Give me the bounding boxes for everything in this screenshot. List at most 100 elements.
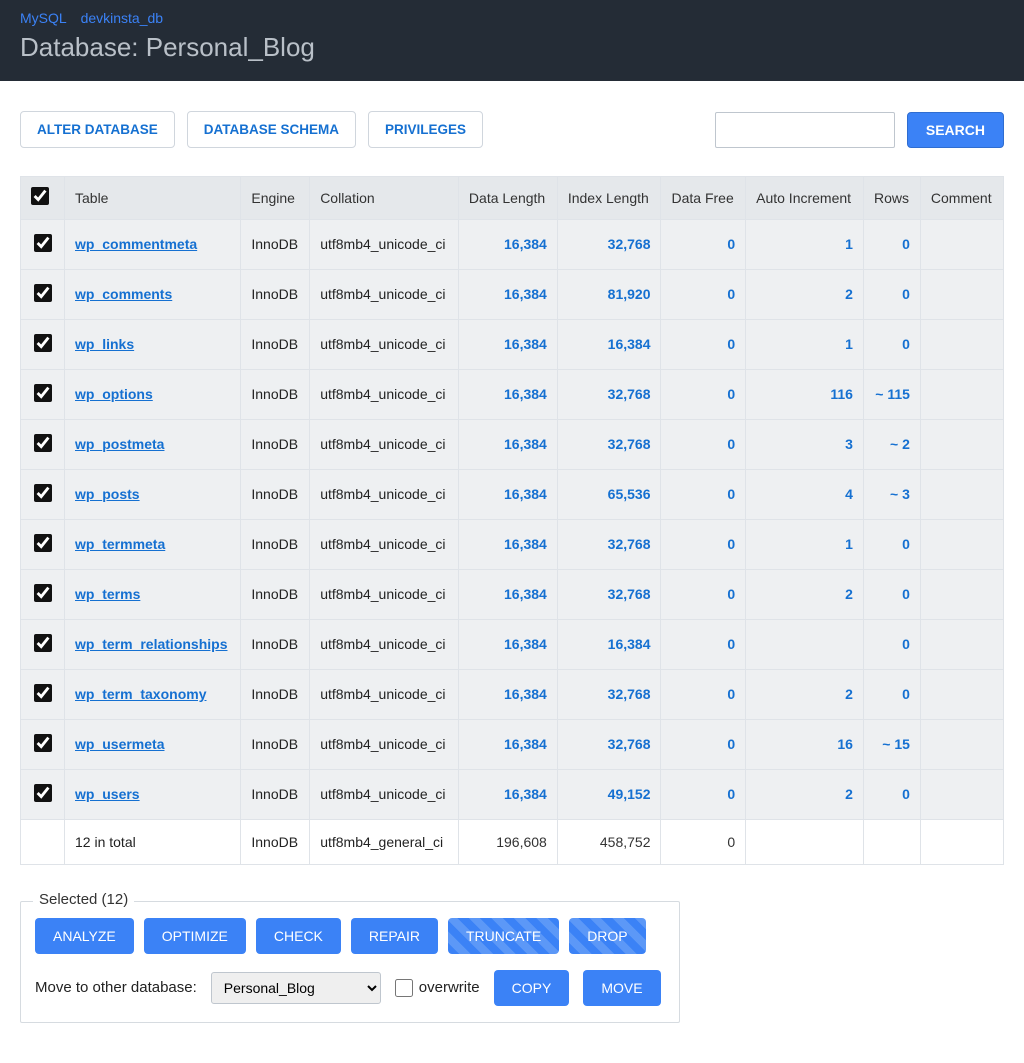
col-table[interactable]: Table [65,177,241,220]
cell-rows[interactable]: 0 [863,519,920,569]
repair-button[interactable]: Repair [351,918,438,954]
cell-auto-increment[interactable]: 1 [746,319,864,369]
cell-data-length[interactable]: 16,384 [458,269,557,319]
cell-data-length[interactable]: 16,384 [458,769,557,819]
cell-data-free[interactable]: 0 [661,519,746,569]
cell-auto-increment[interactable]: 1 [746,219,864,269]
check-button[interactable]: Check [256,918,341,954]
cell-index-length[interactable]: 32,768 [557,419,661,469]
cell-data-free[interactable]: 0 [661,569,746,619]
cell-index-length[interactable]: 32,768 [557,519,661,569]
table-name-link[interactable]: wp_links [75,336,134,352]
row-checkbox[interactable] [34,584,52,602]
cell-auto-increment[interactable] [746,619,864,669]
table-name-link[interactable]: wp_term_taxonomy [75,686,206,702]
row-checkbox[interactable] [34,684,52,702]
cell-rows[interactable]: 0 [863,769,920,819]
overwrite-option[interactable]: overwrite [395,979,480,997]
table-name-link[interactable]: wp_postmeta [75,436,164,452]
row-checkbox[interactable] [34,784,52,802]
cell-auto-increment[interactable]: 3 [746,419,864,469]
row-checkbox[interactable] [34,484,52,502]
cell-data-length[interactable]: 16,384 [458,419,557,469]
table-name-link[interactable]: wp_posts [75,486,140,502]
col-engine[interactable]: Engine [241,177,310,220]
cell-data-free[interactable]: 0 [661,269,746,319]
row-checkbox[interactable] [34,284,52,302]
row-checkbox[interactable] [34,234,52,252]
cell-data-free[interactable]: 0 [661,669,746,719]
search-input[interactable] [715,112,895,148]
cell-rows[interactable]: 0 [863,269,920,319]
table-name-link[interactable]: wp_usermeta [75,736,164,752]
cell-data-free[interactable]: 0 [661,469,746,519]
cell-index-length[interactable]: 32,768 [557,669,661,719]
col-comment[interactable]: Comment [920,177,1003,220]
cell-data-free[interactable]: 0 [661,219,746,269]
table-name-link[interactable]: wp_commentmeta [75,236,197,252]
cell-index-length[interactable]: 32,768 [557,369,661,419]
cell-data-length[interactable]: 16,384 [458,669,557,719]
cell-auto-increment[interactable]: 16 [746,719,864,769]
cell-data-length[interactable]: 16,384 [458,519,557,569]
cell-data-length[interactable]: 16,384 [458,219,557,269]
cell-rows[interactable]: 0 [863,219,920,269]
row-checkbox[interactable] [34,534,52,552]
col-auto-increment[interactable]: Auto Increment [746,177,864,220]
cell-rows[interactable]: ~ 2 [863,419,920,469]
cell-data-free[interactable]: 0 [661,369,746,419]
cell-data-free[interactable]: 0 [661,719,746,769]
move-button[interactable]: Move [583,970,660,1006]
move-target-select[interactable]: Personal_Blog [211,972,381,1004]
cell-rows[interactable]: 0 [863,669,920,719]
cell-data-length[interactable]: 16,384 [458,369,557,419]
cell-data-free[interactable]: 0 [661,769,746,819]
cell-index-length[interactable]: 32,768 [557,569,661,619]
cell-index-length[interactable]: 65,536 [557,469,661,519]
row-checkbox[interactable] [34,384,52,402]
overwrite-checkbox[interactable] [395,979,413,997]
col-index-length[interactable]: Index Length [557,177,661,220]
cell-auto-increment[interactable]: 4 [746,469,864,519]
cell-rows[interactable]: 0 [863,619,920,669]
table-name-link[interactable]: wp_comments [75,286,172,302]
row-checkbox[interactable] [34,434,52,452]
breadcrumb-connection[interactable]: devkinsta_db [81,10,164,26]
cell-rows[interactable]: ~ 115 [863,369,920,419]
cell-index-length[interactable]: 32,768 [557,219,661,269]
cell-index-length[interactable]: 49,152 [557,769,661,819]
alter-database-button[interactable]: Alter database [20,111,175,148]
cell-data-length[interactable]: 16,384 [458,569,557,619]
cell-data-length[interactable]: 16,384 [458,469,557,519]
drop-button[interactable]: Drop [569,918,645,954]
table-name-link[interactable]: wp_users [75,786,140,802]
cell-auto-increment[interactable]: 2 [746,769,864,819]
cell-rows[interactable]: ~ 3 [863,469,920,519]
search-button[interactable]: Search [907,112,1004,148]
cell-auto-increment[interactable]: 2 [746,269,864,319]
row-checkbox[interactable] [34,334,52,352]
cell-rows[interactable]: 0 [863,319,920,369]
table-name-link[interactable]: wp_termmeta [75,536,165,552]
optimize-button[interactable]: Optimize [144,918,246,954]
cell-rows[interactable]: ~ 15 [863,719,920,769]
row-checkbox[interactable] [34,634,52,652]
cell-data-free[interactable]: 0 [661,419,746,469]
cell-data-free[interactable]: 0 [661,619,746,669]
cell-index-length[interactable]: 32,768 [557,719,661,769]
cell-auto-increment[interactable]: 116 [746,369,864,419]
cell-auto-increment[interactable]: 2 [746,669,864,719]
col-collation[interactable]: Collation [310,177,459,220]
table-name-link[interactable]: wp_term_relationships [75,636,228,652]
col-rows[interactable]: Rows [863,177,920,220]
analyze-button[interactable]: Analyze [35,918,134,954]
copy-button[interactable]: Copy [494,970,570,1006]
breadcrumb-driver[interactable]: MySQL [20,10,67,26]
database-schema-button[interactable]: Database schema [187,111,356,148]
cell-index-length[interactable]: 16,384 [557,619,661,669]
select-all-checkbox[interactable] [31,187,49,205]
cell-rows[interactable]: 0 [863,569,920,619]
cell-auto-increment[interactable]: 1 [746,519,864,569]
cell-index-length[interactable]: 81,920 [557,269,661,319]
cell-data-free[interactable]: 0 [661,319,746,369]
